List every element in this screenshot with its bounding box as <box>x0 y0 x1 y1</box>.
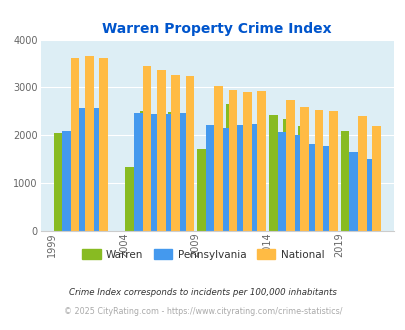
Bar <box>240 126 248 231</box>
Bar <box>363 159 371 231</box>
Bar <box>220 128 228 231</box>
Bar <box>85 56 94 231</box>
Bar <box>62 131 70 231</box>
Bar <box>171 75 179 231</box>
Bar <box>348 152 357 231</box>
Bar <box>70 58 79 231</box>
Legend: Warren, Pennsylvania, National: Warren, Pennsylvania, National <box>77 245 328 264</box>
Bar <box>328 112 337 231</box>
Bar <box>320 146 328 231</box>
Bar <box>257 91 265 231</box>
Bar <box>68 145 76 231</box>
Bar <box>214 85 222 231</box>
Bar <box>225 104 234 231</box>
Bar <box>91 108 99 231</box>
Bar <box>228 90 237 231</box>
Bar <box>277 132 286 231</box>
Bar <box>300 107 308 231</box>
Bar <box>305 145 314 231</box>
Text: © 2025 CityRating.com - https://www.cityrating.com/crime-statistics/: © 2025 CityRating.com - https://www.city… <box>64 307 341 316</box>
Bar <box>134 113 142 231</box>
Bar <box>99 58 108 231</box>
Bar <box>76 108 85 231</box>
Bar <box>196 149 205 231</box>
Bar <box>177 113 185 231</box>
Bar <box>156 70 165 231</box>
Bar <box>142 66 151 231</box>
Bar <box>139 112 148 231</box>
Bar <box>311 150 320 231</box>
Bar <box>283 118 291 231</box>
Bar <box>340 131 348 231</box>
Bar <box>125 167 134 231</box>
Bar <box>354 161 363 231</box>
Bar <box>234 125 243 231</box>
Bar <box>53 133 62 231</box>
Bar <box>371 126 380 231</box>
Bar <box>168 112 177 231</box>
Bar <box>297 126 305 231</box>
Bar <box>153 114 162 231</box>
Bar <box>148 114 156 231</box>
Bar <box>243 92 251 231</box>
Bar <box>82 163 91 231</box>
Bar <box>248 124 257 231</box>
Text: Crime Index corresponds to incidents per 100,000 inhabitants: Crime Index corresponds to incidents per… <box>69 287 336 297</box>
Title: Warren Property Crime Index: Warren Property Crime Index <box>102 22 331 36</box>
Bar <box>357 116 366 231</box>
Bar <box>205 125 214 231</box>
Bar <box>291 135 300 231</box>
Bar <box>268 115 277 231</box>
Bar <box>162 114 171 231</box>
Bar <box>286 100 294 231</box>
Bar <box>185 76 194 231</box>
Bar <box>314 111 323 231</box>
Bar <box>211 132 220 231</box>
